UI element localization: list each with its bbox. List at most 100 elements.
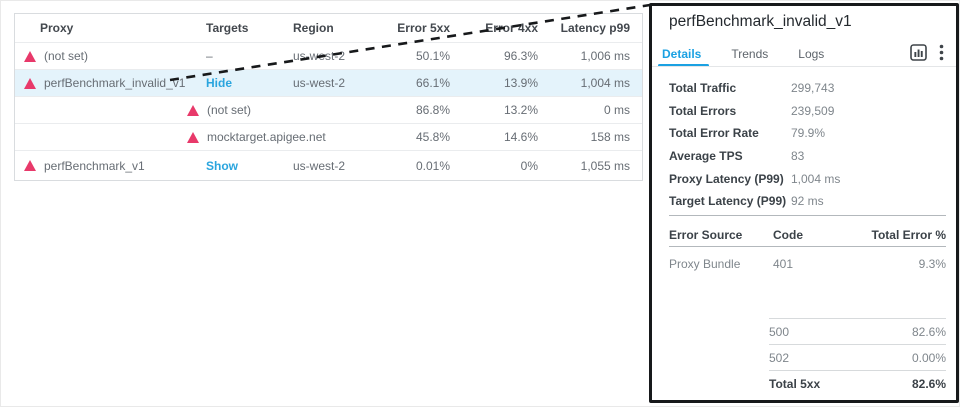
metric-proxy-latency: Proxy Latency (P99) 1,004 ms [669, 167, 946, 190]
panel-tab-bar: Details Trends Logs [652, 42, 956, 67]
tab-bar-divider [652, 66, 956, 67]
proxy-name-cell: perfBenchmark_invalid_v1 [15, 76, 200, 90]
column-header-total-error-pct: Total Error % [871, 227, 946, 242]
error-4xx-cell: 0% [520, 158, 538, 173]
metric-label: Average TPS [669, 149, 743, 164]
tab-trends[interactable]: Trends [731, 47, 769, 61]
tab-logs[interactable]: Logs [798, 47, 825, 61]
error-code-cell: Total 5xx [769, 376, 821, 391]
region-cell: us-west-2 [293, 76, 346, 90]
metric-total-error-rate: Total Error Rate 79.9% [669, 122, 946, 145]
error-table-top-divider [669, 215, 946, 216]
latency-cell: 0 ms [603, 103, 630, 117]
region-cell: us-west-2 [293, 49, 346, 63]
latency-cell: 1,006 ms [580, 49, 630, 63]
metric-total-traffic: Total Traffic 299,743 [669, 77, 946, 100]
error-row-500: 500 82.6% [769, 318, 946, 344]
metric-target-latency: Target Latency (P99) 92 ms [669, 190, 946, 213]
column-header-latency-p99[interactable]: Latency p99 [560, 21, 630, 35]
metric-label: Proxy Latency (P99) [669, 171, 784, 186]
latency-cell: 1,004 ms [580, 76, 630, 90]
table-row-perfbenchmark-v1[interactable]: perfBenchmark_v1 Show us-west-2 0.01% 0%… [15, 150, 642, 180]
latency-cell: 158 ms [590, 130, 630, 144]
error-4xx-cell: 96.3% [503, 49, 538, 63]
error-pct-cell: 82.6% [911, 324, 946, 339]
proxy-name: (not set) [44, 49, 89, 63]
error-row-proxy-bundle-401: Proxy Bundle 401 9.3% [669, 254, 946, 274]
target-name: (not set) [207, 103, 252, 117]
column-header-region[interactable]: Region [293, 21, 334, 35]
metric-label: Target Latency (P99) [669, 194, 787, 209]
region-cell: us-west-2 [293, 158, 346, 173]
table-subrow-mocktarget[interactable]: mocktarget.apigee.net 45.8% 14.6% 158 ms [15, 123, 642, 150]
error-pct-cell: 82.6% [911, 376, 946, 391]
metric-value: 299,743 [791, 81, 835, 96]
error-table-header-divider [669, 246, 946, 247]
error-5xx-cell: 0.01% [415, 158, 450, 173]
error-5xx-cell: 50.1% [415, 49, 450, 63]
column-header-error-4xx[interactable]: Error 4xx [485, 21, 538, 35]
more-vertical-icon[interactable] [939, 44, 944, 61]
target-name-cell: mocktarget.apigee.net [187, 130, 390, 144]
error-4xx-cell: 13.2% [503, 103, 538, 117]
column-header-error-source: Error Source [669, 227, 743, 242]
error-5xx-cell: 66.1% [415, 76, 450, 90]
target-name-cell: (not set) [187, 103, 390, 117]
error-row-502: 502 0.00% [769, 344, 946, 370]
proxy-table-header: Proxy Targets Region Error 5xx Error 4xx… [15, 14, 642, 42]
metric-label: Total Traffic [669, 81, 737, 96]
metric-value: 79.9% [791, 126, 826, 141]
error-row-total-5xx: Total 5xx 82.6% [769, 370, 946, 396]
tab-details[interactable]: Details [658, 47, 710, 67]
latency-cell: 1,055 ms [580, 158, 630, 173]
error-code-cell: 401 [773, 257, 794, 271]
error-table-header: Error Source Code Total Error % [669, 224, 946, 245]
column-header-proxy[interactable]: Proxy [40, 21, 74, 35]
metric-value: 1,004 ms [791, 171, 841, 186]
metric-total-errors: Total Errors 239,509 [669, 100, 946, 123]
error-pct-cell: 9.3% [918, 257, 946, 271]
table-row-not-set[interactable]: (not set) – us-west-2 50.1% 96.3% 1,006 … [15, 42, 642, 69]
error-pct-cell: 0.00% [911, 350, 946, 365]
proxy-table: Proxy Targets Region Error 5xx Error 4xx… [14, 13, 643, 181]
detail-panel: perfBenchmark_invalid_v1 Details Trends … [649, 3, 959, 403]
metric-value: 83 [791, 149, 805, 164]
panel-title: perfBenchmark_invalid_v1 [669, 13, 852, 30]
tab-details-label: Details [662, 47, 702, 61]
metrics-list: Total Traffic 299,743 Total Errors 239,5… [669, 77, 946, 213]
column-header-targets[interactable]: Targets [206, 21, 249, 35]
active-tab-underline [658, 64, 710, 67]
warning-triangle-icon [187, 104, 199, 116]
metric-value: 92 ms [791, 194, 824, 209]
warning-triangle-icon [24, 77, 36, 89]
table-subrow-target-not-set[interactable]: (not set) 86.8% 13.2% 0 ms [15, 96, 642, 123]
error-code-cell: 500 [769, 324, 790, 339]
error-5xx-cell: 45.8% [415, 130, 450, 144]
warning-triangle-icon [24, 160, 36, 171]
bar-chart-icon[interactable] [910, 44, 927, 61]
show-targets-link[interactable]: Show [206, 158, 238, 173]
error-4xx-cell: 14.6% [503, 130, 538, 144]
error-code-cell: 502 [769, 350, 790, 365]
warning-triangle-icon [187, 131, 199, 143]
proxy-name-cell: (not set) [15, 49, 200, 63]
table-row-perfbenchmark-invalid-v1[interactable]: perfBenchmark_invalid_v1 Hide us-west-2 … [15, 69, 642, 96]
proxy-name: perfBenchmark_v1 [44, 158, 145, 173]
metric-label: Total Errors [669, 103, 737, 118]
error-5xx-cell: 86.8% [415, 103, 450, 117]
error-4xx-cell: 13.9% [503, 76, 538, 90]
targets-cell: – [206, 49, 213, 63]
proxy-name-cell: perfBenchmark_v1 [15, 159, 200, 173]
error-source-cell: Proxy Bundle [669, 257, 741, 271]
column-header-code: Code [773, 227, 803, 242]
metric-average-tps: Average TPS 83 [669, 145, 946, 168]
proxy-name: perfBenchmark_invalid_v1 [44, 76, 186, 90]
target-name: mocktarget.apigee.net [207, 130, 326, 144]
warning-triangle-icon [24, 50, 36, 62]
metric-label: Total Error Rate [669, 126, 759, 141]
column-header-error-5xx[interactable]: Error 5xx [397, 21, 450, 35]
hide-targets-link[interactable]: Hide [206, 76, 233, 90]
error-5xx-summary-rows: 500 82.6% 502 0.00% Total 5xx 82.6% [769, 318, 946, 396]
metric-value: 239,509 [791, 103, 835, 118]
